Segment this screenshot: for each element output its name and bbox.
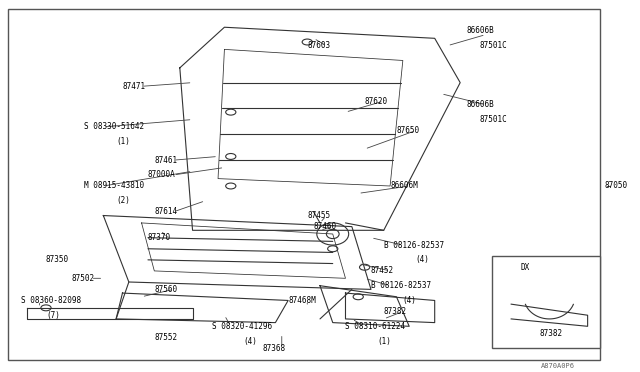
Text: 86606B: 86606B (467, 100, 494, 109)
Text: B 08126-82537: B 08126-82537 (384, 241, 444, 250)
Text: B 08126-82537: B 08126-82537 (371, 281, 431, 290)
Text: DX: DX (521, 263, 530, 272)
Text: 87471: 87471 (122, 82, 145, 91)
Text: 86606B: 86606B (467, 26, 494, 35)
Text: 87461: 87461 (154, 155, 177, 165)
Text: S 08320-41296: S 08320-41296 (212, 322, 272, 331)
Text: A870A0P6: A870A0P6 (541, 363, 575, 369)
Text: 87000A: 87000A (148, 170, 176, 179)
Text: 87650: 87650 (396, 126, 420, 135)
Text: 87452: 87452 (371, 266, 394, 275)
Text: 87501C: 87501C (479, 41, 507, 50)
Text: (4): (4) (403, 296, 417, 305)
Text: 87460: 87460 (314, 222, 337, 231)
Text: 87370: 87370 (148, 233, 171, 242)
Text: S 08330-51642: S 08330-51642 (84, 122, 145, 131)
Text: S 08360-82098: S 08360-82098 (20, 296, 81, 305)
Text: (7): (7) (46, 311, 60, 320)
Text: 87552: 87552 (154, 333, 177, 342)
Text: 87560: 87560 (154, 285, 177, 294)
Text: S 08310-61224: S 08310-61224 (346, 322, 406, 331)
Text: 86606M: 86606M (390, 182, 418, 190)
Text: M 08915-43810: M 08915-43810 (84, 182, 145, 190)
Text: 87620: 87620 (365, 97, 388, 106)
Text: 87382: 87382 (384, 307, 407, 316)
Text: 87350: 87350 (46, 255, 69, 264)
Text: (1): (1) (378, 337, 391, 346)
Text: 87501C: 87501C (479, 115, 507, 124)
Text: 87603: 87603 (307, 41, 330, 50)
Text: 87502: 87502 (72, 274, 95, 283)
Text: (2): (2) (116, 196, 130, 205)
Text: (1): (1) (116, 137, 130, 146)
Text: (4): (4) (415, 255, 429, 264)
Text: 87368: 87368 (262, 344, 286, 353)
Text: 87382: 87382 (540, 329, 563, 338)
Text: (4): (4) (244, 337, 257, 346)
Text: 87614: 87614 (154, 207, 177, 217)
Text: 87050: 87050 (605, 182, 628, 190)
Text: 87455: 87455 (307, 211, 330, 220)
FancyBboxPatch shape (492, 256, 600, 349)
Text: 87468M: 87468M (288, 296, 316, 305)
